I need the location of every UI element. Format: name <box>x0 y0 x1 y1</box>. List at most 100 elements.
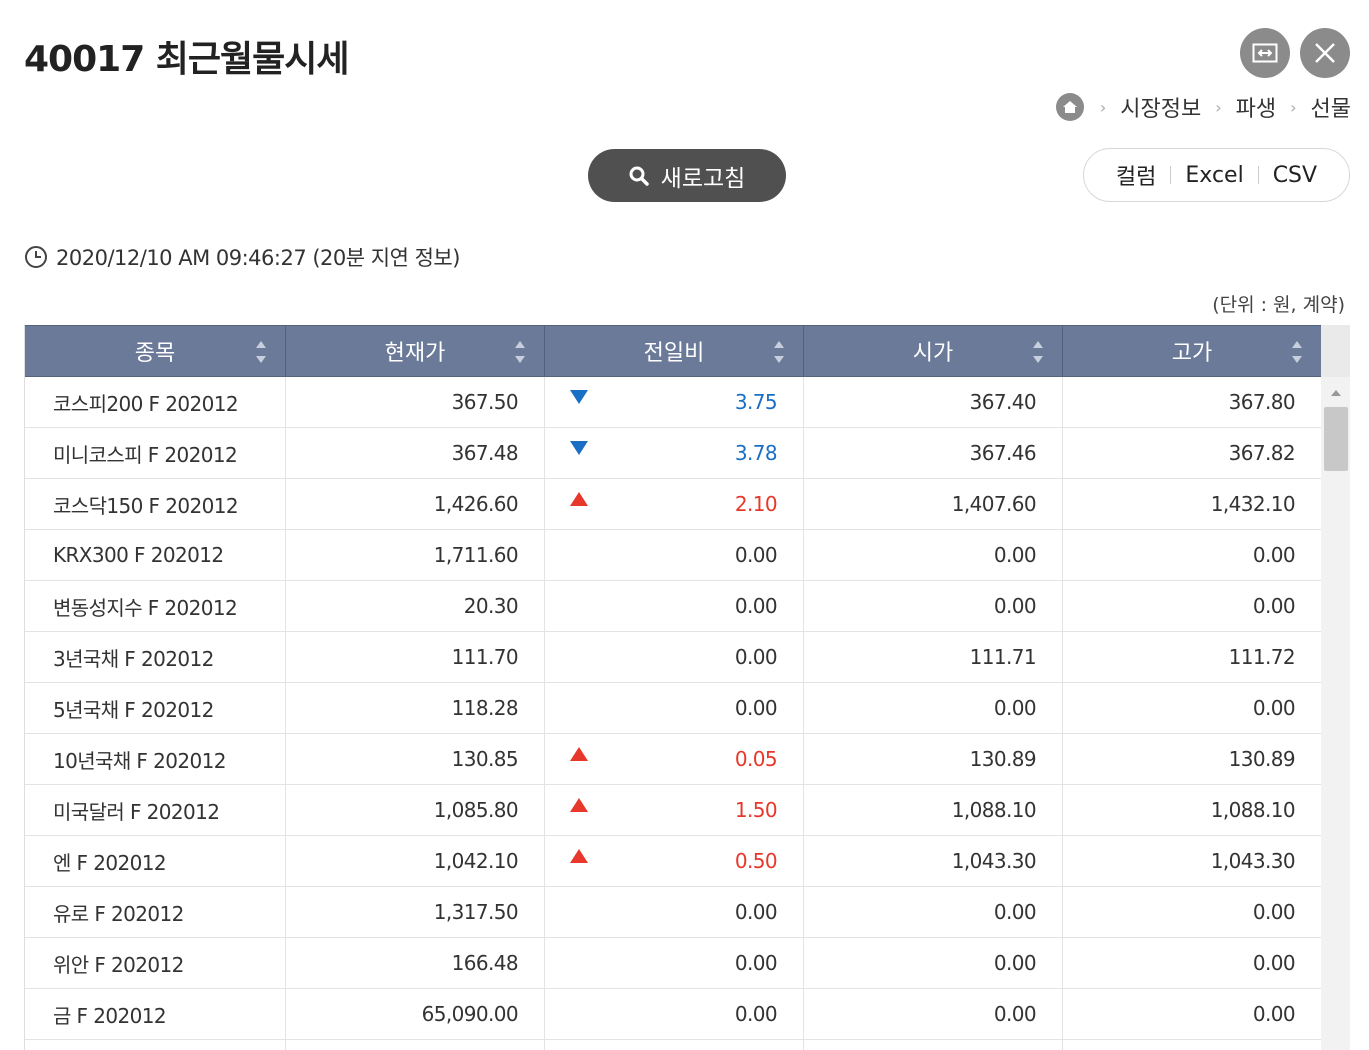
table-row[interactable]: 위안 F 202012 166.48 0.00 0.00 0.00 <box>25 938 1321 989</box>
cell-price: 1,317.50 <box>286 887 545 937</box>
expand-icon <box>1252 43 1278 63</box>
cell-value: 0.50 <box>734 849 778 873</box>
cell-value: 130.85 <box>451 747 519 771</box>
cell-price: 367.48 <box>286 428 545 478</box>
cell-value: 118.28 <box>451 696 519 720</box>
scrollbar-header <box>1321 325 1350 377</box>
vertical-scrollbar[interactable] <box>1321 377 1350 1050</box>
cell-value: KRX300 F 202012 <box>53 543 224 567</box>
table-row[interactable]: 3년국채 F 202012 111.70 0.00 111.71 111.72 <box>25 632 1321 683</box>
cell-value: 미니코스피 F 202012 <box>53 442 238 467</box>
clock-icon <box>25 246 47 268</box>
cell-value: 코스피200 F 202012 <box>53 391 239 416</box>
header-column-price[interactable]: 현재가 <box>286 326 545 376</box>
table-row[interactable]: 엔 F 202012 1,042.10 0.50 1,043.30 1,043.30 <box>25 836 1321 887</box>
cell-value: 1,317.50 <box>433 900 519 924</box>
table-row[interactable]: 10년국채 F 202012 130.85 0.05 130.89 130.89 <box>25 734 1321 785</box>
cell-value: 코스닥150 F 202012 <box>53 493 239 518</box>
table-row[interactable]: 코스닥150 F 202012 1,426.60 2.10 1,407.60 1,432… <box>25 479 1321 530</box>
cell-value: 111.72 <box>1228 645 1296 669</box>
cell-open: 1,043.30 <box>804 836 1063 886</box>
cell-value: 1,088.10 <box>951 798 1037 822</box>
cell-value: 0.05 <box>734 747 778 771</box>
sort-icon[interactable] <box>514 340 526 364</box>
cell-name: 10년국채 F 202012 <box>25 734 286 784</box>
table-row[interactable]: 금 F 202012 65,090.00 0.00 0.00 0.00 <box>25 989 1321 1040</box>
close-window-button[interactable] <box>1300 28 1350 78</box>
cell-open: 0.00 <box>804 989 1063 1039</box>
cell-value: 0.00 <box>734 594 778 618</box>
cell-name <box>25 1040 286 1050</box>
cell-value: 1,042.10 <box>433 849 519 873</box>
home-icon[interactable] <box>1055 93 1084 121</box>
table-row[interactable] <box>25 1040 1321 1050</box>
cell-value: 0.00 <box>734 696 778 720</box>
breadcrumb-item-futures[interactable]: 선물 <box>1310 97 1351 122</box>
cell-price: 1,085.80 <box>286 785 545 835</box>
up-arrow-icon <box>570 492 588 506</box>
scroll-thumb[interactable] <box>1324 407 1348 471</box>
table-row[interactable]: 미국달러 F 202012 1,085.80 1.50 1,088.10 1,088.1… <box>25 785 1321 836</box>
cell-name: 금 F 202012 <box>25 989 286 1039</box>
header-column-open[interactable]: 시가 <box>804 326 1063 376</box>
up-arrow-icon <box>570 849 588 863</box>
cell-open: 1,088.10 <box>804 785 1063 835</box>
cell-high: 367.80 <box>1063 377 1321 427</box>
expand-window-button[interactable] <box>1240 28 1290 78</box>
sort-icon[interactable] <box>773 340 785 364</box>
sort-icon[interactable] <box>255 340 267 364</box>
cell-high: 111.72 <box>1063 632 1321 682</box>
cell-change: 3.75 <box>545 377 804 427</box>
header-label: 전일비 <box>643 341 705 366</box>
quote-table: 종목 현재가 전일비 시가 고가 코스피200 F 202012 367.50 3.75 36… <box>24 325 1350 1050</box>
cell-change: 0.00 <box>545 989 804 1039</box>
header-column-change[interactable]: 전일비 <box>545 326 804 376</box>
cell-name: 5년국채 F 202012 <box>25 683 286 733</box>
cell-value: 1,407.60 <box>951 492 1037 516</box>
cell-value: 111.71 <box>969 645 1037 669</box>
cell-name: 3년국채 F 202012 <box>25 632 286 682</box>
cell-value: 1,043.30 <box>951 849 1037 873</box>
breadcrumb-item-derivatives[interactable]: 파생 <box>1235 97 1277 122</box>
cell-name: 유로 F 202012 <box>25 887 286 937</box>
cell-value: 367.80 <box>1228 390 1296 414</box>
export-toolbar: 컬럼 Excel CSV <box>1083 148 1350 202</box>
sort-icon[interactable] <box>1032 340 1044 364</box>
header-column-name[interactable]: 종목 <box>25 326 286 376</box>
down-arrow-icon <box>570 441 588 455</box>
cell-high: 0.00 <box>1063 938 1321 988</box>
cell-open: 0.00 <box>804 581 1063 631</box>
table-row[interactable]: 5년국채 F 202012 118.28 0.00 0.00 0.00 <box>25 683 1321 734</box>
csv-download-button[interactable]: CSV <box>1272 162 1318 188</box>
cell-value: 0.00 <box>1252 696 1296 720</box>
breadcrumb-item-market[interactable]: 시장정보 <box>1120 97 1202 122</box>
excel-download-button[interactable]: Excel <box>1185 162 1244 188</box>
table-row[interactable]: 미니코스피 F 202012 367.48 3.78 367.46 367.82 <box>25 428 1321 479</box>
cell-value: 367.48 <box>451 441 519 465</box>
cell-value: 5년국채 F 202012 <box>53 697 214 722</box>
table-row[interactable]: 코스피200 F 202012 367.50 3.75 367.40 367.80 <box>25 377 1321 428</box>
cell-value: 3.78 <box>734 441 778 465</box>
cell-high: 0.00 <box>1063 530 1321 580</box>
breadcrumb-separator: › <box>1290 97 1297 117</box>
page-title: 40017 최근월물시세 <box>24 39 349 80</box>
cell-change: 0.00 <box>545 938 804 988</box>
cell-high: 130.89 <box>1063 734 1321 784</box>
cell-price: 1,042.10 <box>286 836 545 886</box>
table-row[interactable]: KRX300 F 202012 1,711.60 0.00 0.00 0.00 <box>25 530 1321 581</box>
refresh-button[interactable]: 새로고침 <box>588 149 786 202</box>
cell-value: 0.00 <box>993 1002 1037 1026</box>
column-settings-button[interactable]: 컬럼 <box>1115 165 1157 190</box>
cell-value: 367.50 <box>451 390 519 414</box>
breadcrumb-separator: › <box>1215 97 1222 117</box>
table-row[interactable]: 유로 F 202012 1,317.50 0.00 0.00 0.00 <box>25 887 1321 938</box>
cell-value: 금 F 202012 <box>53 1003 167 1028</box>
sort-icon[interactable] <box>1291 340 1303 364</box>
header-column-high[interactable]: 고가 <box>1063 326 1321 376</box>
scroll-up-icon[interactable] <box>1330 389 1342 397</box>
cell-change <box>545 1040 804 1050</box>
cell-high: 0.00 <box>1063 989 1321 1039</box>
table-row[interactable]: 변동성지수 F 202012 20.30 0.00 0.00 0.00 <box>25 581 1321 632</box>
cell-price: 118.28 <box>286 683 545 733</box>
